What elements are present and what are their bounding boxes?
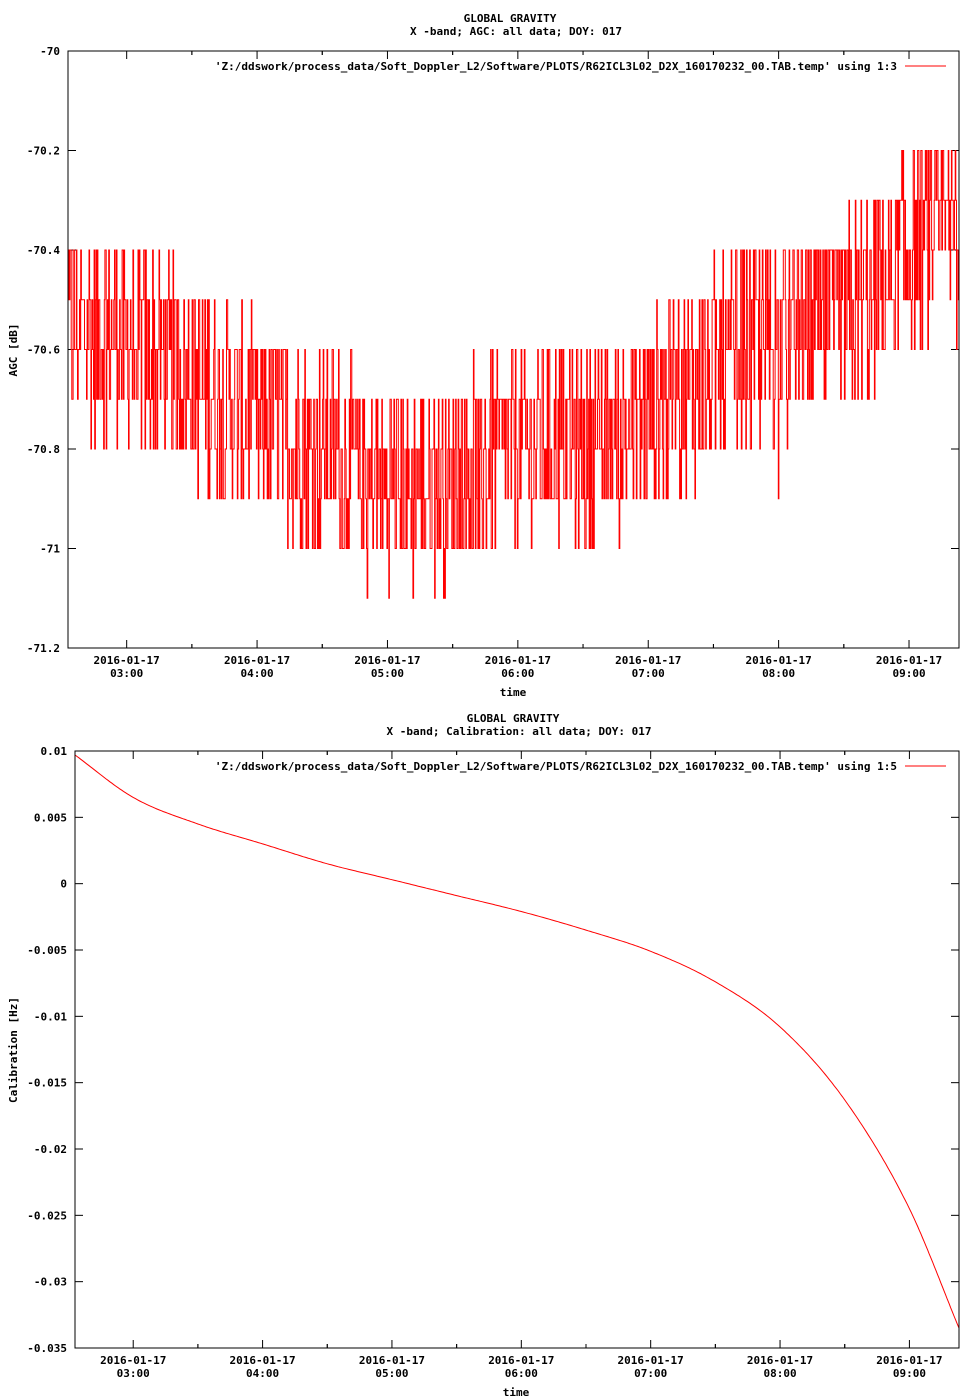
agc-chart-subtitle: X -band; AGC: all data; DOY: 017: [410, 25, 622, 38]
calibration-y-tick-label: 0: [60, 878, 67, 891]
calibration-x-tick-time: 09:00: [893, 1367, 926, 1380]
calibration-chart: GLOBAL GRAVITY X -band; Calibration: all…: [7, 712, 960, 1399]
calibration-x-ticks: 2016-01-1703:002016-01-1704:002016-01-17…: [100, 751, 943, 1380]
calibration-chart-subtitle: X -band; Calibration: all data; DOY: 017: [387, 725, 652, 738]
agc-x-tick-time: 07:00: [632, 667, 665, 680]
agc-x-axis-label: time: [500, 686, 527, 699]
agc-y-tick-label: -71: [40, 543, 60, 556]
agc-x-ticks: 2016-01-1703:002016-01-1704:002016-01-17…: [94, 51, 942, 680]
agc-x-tick-time: 05:00: [371, 667, 404, 680]
calibration-plot-frame: [74, 750, 960, 1349]
agc-legend-label: 'Z:/ddswork/process_data/Soft_Doppler_L2…: [215, 60, 897, 73]
calibration-x-tick-time: 08:00: [763, 1367, 796, 1380]
calibration-chart-title: GLOBAL GRAVITY: [467, 712, 560, 725]
calibration-x-tick-date: 2016-01-17: [359, 1354, 425, 1367]
agc-x-tick-date: 2016-01-17: [485, 654, 551, 667]
calibration-y-tick-label: -0.035: [27, 1342, 67, 1355]
calibration-legend-label: 'Z:/ddswork/process_data/Soft_Doppler_L2…: [215, 760, 897, 773]
calibration-y-tick-label: 0.01: [41, 745, 68, 758]
calibration-y-tick-label: -0.025: [27, 1209, 67, 1222]
calibration-y-axis-label: Calibration [Hz]: [7, 997, 20, 1103]
agc-x-tick-date: 2016-01-17: [224, 654, 290, 667]
calibration-plot-area: [74, 754, 960, 1329]
agc-x-tick-time: 03:00: [110, 667, 143, 680]
calibration-y-tick-label: 0.005: [34, 811, 67, 824]
calibration-x-tick-date: 2016-01-17: [229, 1354, 295, 1367]
agc-plot-area: [68, 150, 960, 599]
agc-y-tick-label: -70.4: [27, 244, 60, 257]
agc-x-tick-time: 04:00: [241, 667, 274, 680]
calibration-y-tick-label: -0.03: [34, 1276, 67, 1289]
calibration-x-tick-time: 04:00: [246, 1367, 279, 1380]
calibration-x-tick-time: 07:00: [634, 1367, 667, 1380]
calibration-x-tick-time: 06:00: [505, 1367, 538, 1380]
calibration-y-tick-label: -0.015: [27, 1077, 67, 1090]
calibration-x-tick-date: 2016-01-17: [876, 1354, 942, 1367]
calibration-y-tick-label: -0.02: [34, 1143, 67, 1156]
calibration-series-line: [74, 754, 960, 1329]
calibration-y-ticks: 0.01 0.005 0 -0.005 -0.01 -0.015 -0.02 -0.025 -0…: [27, 745, 959, 1355]
calibration-x-tick-time: 03:00: [117, 1367, 150, 1380]
agc-y-tick-label: -70: [40, 45, 60, 58]
calibration-y-tick-label: -0.01: [34, 1010, 67, 1023]
agc-y-tick-label: -70.6: [27, 344, 60, 357]
agc-y-tick-label: -70.2: [27, 145, 60, 158]
agc-x-tick-time: 09:00: [892, 667, 925, 680]
agc-series-line: [68, 150, 960, 599]
agc-x-tick-time: 06:00: [501, 667, 534, 680]
agc-y-axis-label: AGC [dB]: [7, 324, 20, 377]
agc-x-tick-date: 2016-01-17: [94, 654, 160, 667]
agc-y-tick-label: -70.8: [27, 443, 60, 456]
calibration-x-tick-date: 2016-01-17: [618, 1354, 684, 1367]
calibration-x-tick-time: 05:00: [375, 1367, 408, 1380]
agc-x-tick-date: 2016-01-17: [746, 654, 812, 667]
calibration-x-tick-date: 2016-01-17: [488, 1354, 554, 1367]
calibration-x-axis-label: time: [503, 1386, 530, 1399]
agc-x-tick-date: 2016-01-17: [876, 654, 942, 667]
agc-x-tick-date: 2016-01-17: [615, 654, 681, 667]
agc-x-tick-date: 2016-01-17: [354, 654, 420, 667]
calibration-y-tick-label: -0.005: [27, 944, 67, 957]
agc-chart: GLOBAL GRAVITY X -band; AGC: all data; D…: [7, 12, 960, 699]
agc-plot-frame: [67, 50, 960, 649]
agc-chart-title: GLOBAL GRAVITY: [464, 12, 557, 25]
agc-y-tick-label: -71.2: [27, 642, 60, 655]
agc-x-tick-time: 08:00: [762, 667, 795, 680]
calibration-x-tick-date: 2016-01-17: [747, 1354, 813, 1367]
calibration-x-tick-date: 2016-01-17: [100, 1354, 166, 1367]
